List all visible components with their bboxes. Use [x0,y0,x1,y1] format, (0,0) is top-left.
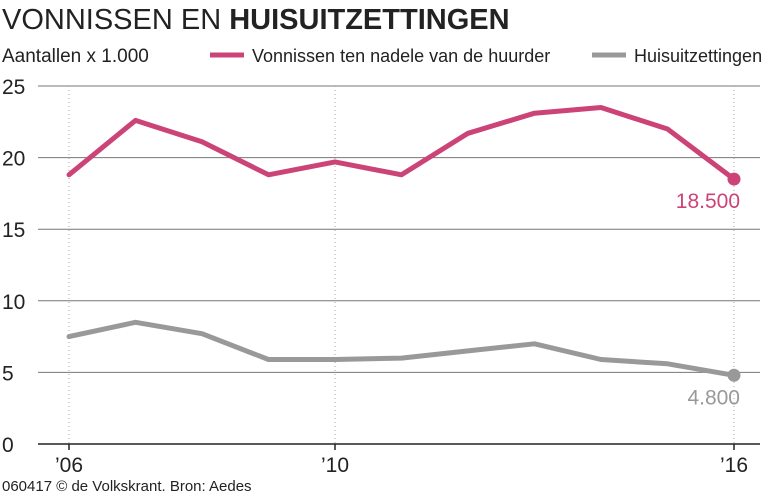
chart-title: VONNISSEN EN HUISUITZETTINGEN [2,4,510,36]
chart-title-part2: HUISUITZETTINGEN [229,4,509,36]
plot-area: 0 5 10 15 20 25 ’06 ’10 ’16 18.500 4.800 [2,76,760,477]
x-tick-label: ’16 [720,454,748,477]
series-line-0 [66,105,737,182]
y-tick-label: 20 [2,148,25,171]
series-end-marker-1 [727,368,741,382]
x-tick-label: ’10 [321,454,349,477]
y-tick-label: 25 [2,76,25,99]
y-axis-label: Aantallen x 1.000 [2,46,149,67]
x-tick-label: ’06 [55,454,83,477]
y-tick-label: 15 [2,219,25,242]
series-line-1 [66,319,737,378]
series-end-label-0: 18.500 [676,190,740,213]
footer-credit: 060417 © de Volkskrant. Bron: Aedes [2,478,252,495]
series-end-marker-0 [727,172,741,186]
series-end-label-1: 4.800 [687,386,740,409]
y-tick-label: 0 [2,434,14,457]
y-tick-label: 5 [2,362,14,385]
chart-title-part1: VONNISSEN EN [2,4,229,36]
y-tick-label: 10 [2,291,25,314]
legend-label-huisuitzettingen: Huisuitzettingen [634,46,762,66]
legend-label-vonnissen: Vonnissen ten nadele van de huurder [252,46,550,66]
